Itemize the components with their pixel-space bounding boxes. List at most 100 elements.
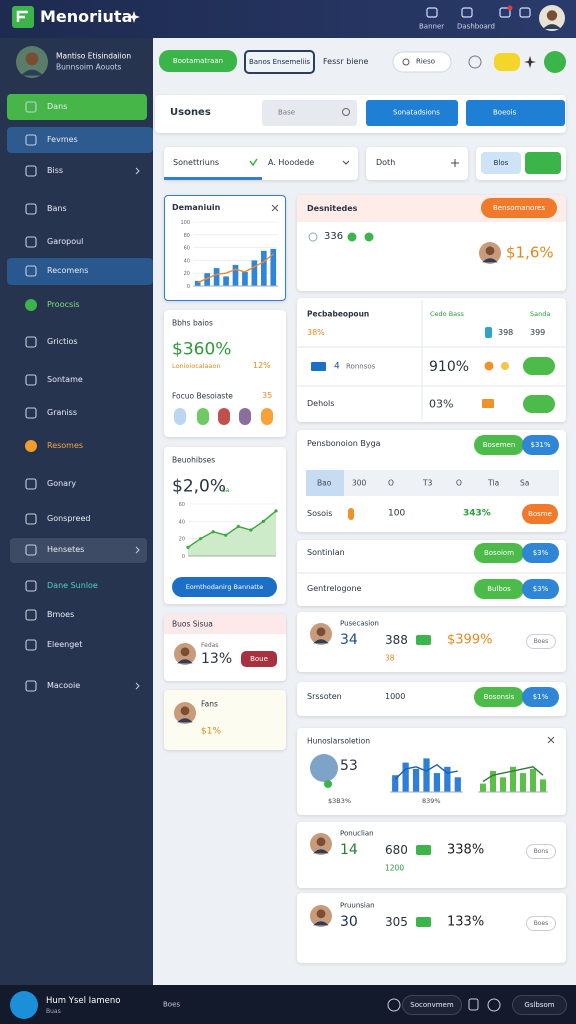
status-dot [484,361,494,371]
cell-icon [482,399,494,408]
cell: Ronnsos [346,362,376,371]
value: 388 [385,633,408,647]
bar [204,273,210,286]
nav-icon [25,580,37,592]
nav-item[interactable]: Bmoes [47,610,75,619]
cell: 100 [388,508,406,519]
button[interactable]: Banos Ensemeliis [244,50,315,74]
button[interactable]: Bensomanores [481,198,557,218]
button[interactable]: Bootamatraan [159,50,237,72]
sidebar [0,38,153,985]
nav-item[interactable]: Recomens [47,266,89,275]
nav-item[interactable]: Grictios [47,337,78,346]
nav-item[interactable]: Sontame [47,375,83,384]
bar [540,779,546,792]
button[interactable]: Eomthodanirg Bannatte [172,577,277,597]
nav-item[interactable]: Biss [47,166,64,175]
status-icon [308,232,318,242]
nav-icon [25,203,37,215]
column-header: Pecbabeopoun [307,309,370,319]
toolbar-label: Fessr biene [323,57,369,66]
alert-icon [499,7,511,18]
avatar-body [20,69,44,76]
nav-icon [25,336,37,348]
cell: T3 [423,478,433,488]
button[interactable]: Bosonsis [474,687,524,707]
cell: 343% [463,508,491,519]
button[interactable]: Boes [526,916,556,931]
cell: 910% [429,359,470,375]
brand: Menoriuta [40,7,133,26]
y-tick-label: 20 [184,271,190,277]
nav-icon [25,440,37,452]
nav-item[interactable]: Dans [47,102,68,111]
nav-item[interactable]: Macooie [47,681,81,690]
count: 14 [340,842,358,858]
user-name: Fans [201,699,218,709]
avatar-head [316,909,326,919]
top-link: Dashboard [457,22,495,31]
nav-item[interactable]: Bans [47,204,67,213]
bottom-subtitle: Buas [46,1008,61,1015]
count: 35 [262,391,273,400]
status-icon [416,917,431,927]
button[interactable] [525,152,561,174]
nav-icon [25,165,37,177]
card [297,893,566,963]
nav-item[interactable]: Hensetes [47,545,85,554]
button[interactable]: Bons [526,844,556,859]
trend-line [197,253,274,284]
icon [487,998,501,1012]
point [236,524,240,529]
cell: 399 [530,328,546,337]
button[interactable]: $3% [522,579,559,599]
nav-item[interactable]: Proocsis [47,300,80,309]
nav-item[interactable]: Dane Sunloe [47,581,98,590]
button[interactable] [523,395,555,413]
chevron [135,546,140,554]
status-icon [364,232,374,242]
nav-item[interactable]: Fevmes [47,135,78,144]
cell-icon [485,327,492,338]
y-tick-label: 100 [180,220,190,226]
cell: Dehols [307,399,335,408]
nav-item[interactable]: Resomes [47,441,84,450]
button[interactable] [466,100,565,126]
cell: 4 [334,361,340,372]
nav-item[interactable]: Gonspreed [47,514,91,523]
cell: O [388,478,394,488]
button[interactable]: Bosoiom [474,543,524,563]
button[interactable]: Bosme [522,504,558,524]
change: 133% [447,914,485,930]
button[interactable]: Boes [526,634,556,649]
topbar [0,0,576,38]
button[interactable]: Bulbos [474,579,524,599]
button[interactable]: Bosemen [474,435,524,455]
cell: Tla [488,478,500,488]
button[interactable]: $1% [522,687,559,707]
status-dot [261,408,273,425]
button[interactable]: $31% [522,435,559,455]
button[interactable]: Boue [241,651,277,667]
nav-item[interactable]: Graniss [47,408,78,417]
cell-row [306,470,559,496]
nav-item[interactable]: Garopoul [47,237,84,246]
button[interactable]: Soconvmem [402,995,462,1015]
nav-item[interactable]: Gonary [47,479,77,488]
button[interactable] [366,100,458,126]
nav-icon [25,680,37,692]
button[interactable] [523,357,555,375]
button[interactable]: Blos [481,152,521,174]
search-placeholder: Rieso [416,57,436,66]
button[interactable]: Gslbsom [512,995,567,1015]
stat-value: $1,6% [506,243,554,262]
button[interactable]: $3% [522,543,559,563]
search-icon [402,58,410,66]
card-title: Desnitedes [307,204,358,213]
cell: Bao [317,478,332,488]
nav-item[interactable]: Eleenget [47,640,83,649]
status-icon [416,635,431,645]
change: $399% [447,632,493,648]
point [274,509,278,513]
star-icon [524,56,536,68]
